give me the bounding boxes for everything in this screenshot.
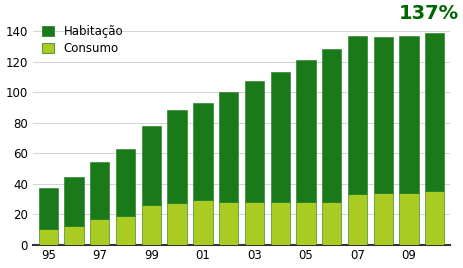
- Bar: [38, 188, 58, 229]
- Bar: [374, 37, 393, 193]
- Bar: [425, 33, 444, 191]
- Bar: [116, 148, 135, 216]
- Bar: [168, 110, 187, 203]
- Bar: [193, 103, 213, 200]
- Bar: [90, 219, 109, 245]
- Bar: [348, 36, 367, 194]
- Bar: [64, 226, 84, 245]
- Bar: [348, 194, 367, 245]
- Bar: [219, 202, 238, 245]
- Bar: [64, 177, 84, 226]
- Bar: [142, 126, 161, 205]
- Text: 137%: 137%: [399, 5, 459, 23]
- Bar: [245, 81, 264, 202]
- Legend: Habitação, Consumo: Habitação, Consumo: [39, 22, 127, 58]
- Bar: [142, 205, 161, 245]
- Bar: [245, 202, 264, 245]
- Bar: [296, 60, 316, 202]
- Bar: [270, 202, 290, 245]
- Bar: [322, 49, 341, 202]
- Bar: [38, 229, 58, 245]
- Bar: [374, 193, 393, 245]
- Bar: [425, 191, 444, 245]
- Bar: [219, 92, 238, 202]
- Bar: [400, 36, 419, 193]
- Bar: [168, 203, 187, 245]
- Bar: [270, 72, 290, 202]
- Bar: [90, 162, 109, 219]
- Bar: [116, 216, 135, 245]
- Bar: [322, 202, 341, 245]
- Bar: [296, 202, 316, 245]
- Bar: [193, 200, 213, 245]
- Bar: [400, 193, 419, 245]
